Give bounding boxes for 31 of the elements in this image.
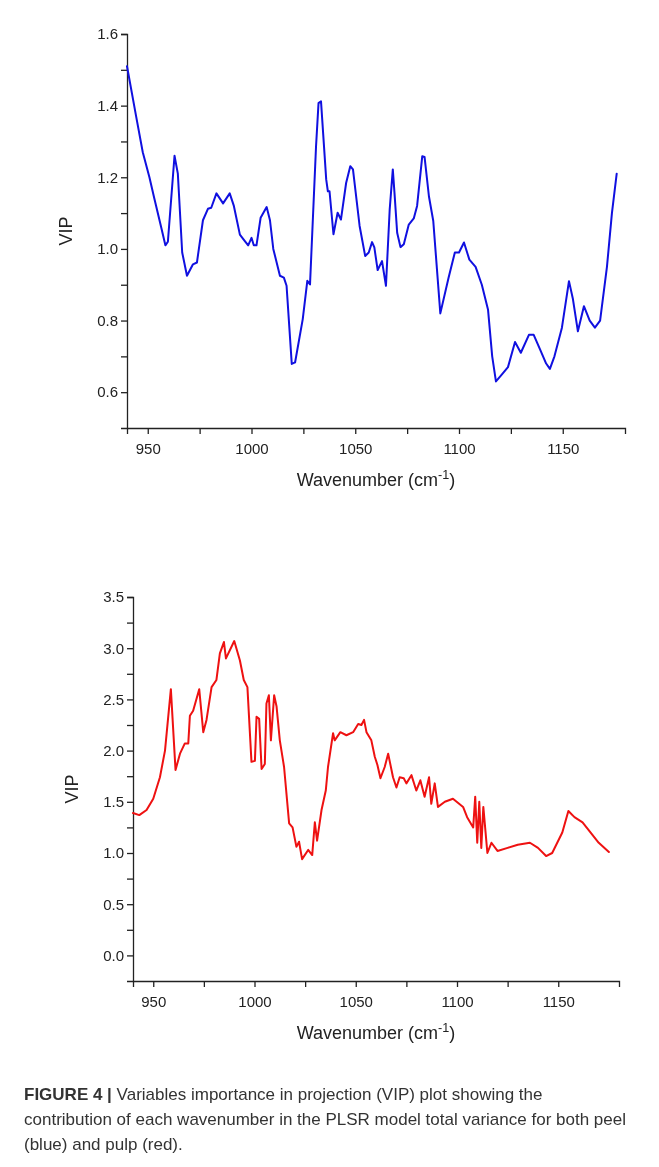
y-tick-label: 0.5 [103, 895, 124, 913]
y-tick-label: 2.0 [103, 741, 124, 759]
line-series [132, 640, 610, 861]
x-tick-label: 1100 [441, 992, 474, 1010]
y-tick-label: 1.6 [97, 25, 118, 43]
y-tick-label: 3.5 [103, 588, 124, 606]
y-tick-label: 1.2 [97, 168, 118, 186]
y-tick-label: 2.5 [103, 690, 124, 708]
x-tick-label: 1050 [339, 439, 373, 457]
x-axis-title: Wavenumber (cm$^{-1}$) [296, 468, 456, 490]
y-tick-label: 1.0 [103, 844, 124, 862]
y-tick-label: 0.6 [97, 383, 118, 401]
caption: FIGURE 4 | Variables importance in projection (VIP) plot showing the contribution of each wavenumber in the PLSR model total variance for both peel (blue) and pulp (red). [24, 1084, 627, 1156]
y-tick-label: 1.5 [103, 793, 124, 811]
y-axis-title: VIP [56, 216, 76, 246]
x-tick-label: 950 [141, 992, 167, 1010]
y-tick-label: 1.4 [97, 96, 118, 114]
x-tick-label: 1100 [443, 439, 476, 457]
y-tick-label: 0.0 [103, 946, 124, 964]
x-tick-label: 1050 [339, 992, 373, 1010]
x-axis-title: Wavenumber (cm$^{-1}$) [296, 1021, 456, 1043]
x-tick-label: 950 [135, 439, 161, 457]
y-tick-label: 3.0 [103, 639, 124, 657]
x-tick-label: 1000 [235, 439, 269, 457]
x-tick-label: 1150 [547, 439, 580, 457]
x-tick-label: 1150 [542, 992, 575, 1010]
y-axis-title: VIP [62, 774, 82, 804]
x-tick-label: 1000 [238, 992, 272, 1010]
line-series [126, 65, 618, 383]
y-tick-label: 0.8 [97, 311, 118, 329]
y-tick-label: 1.0 [97, 240, 118, 258]
